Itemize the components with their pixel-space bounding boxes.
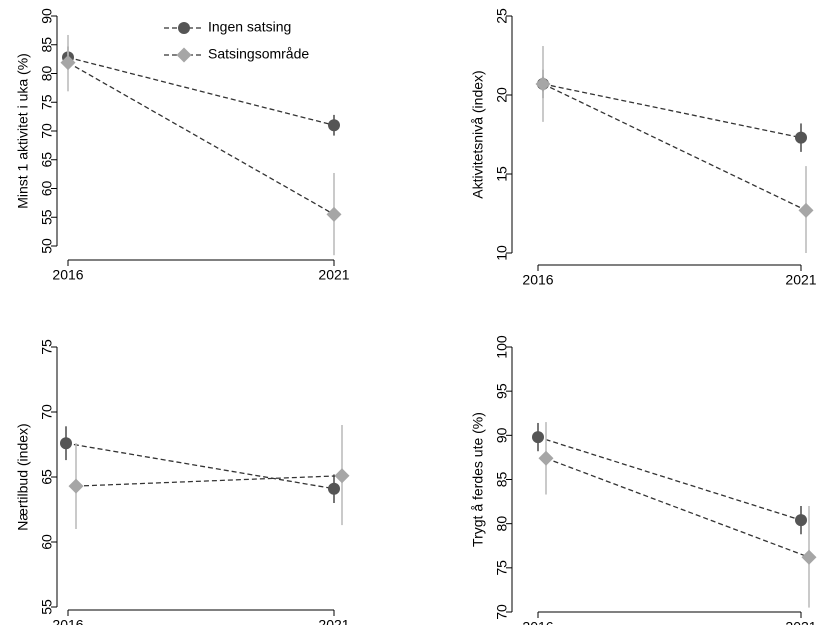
y-tick-label: 15 xyxy=(494,166,510,182)
y-tick-label: 70 xyxy=(39,123,55,139)
y-tick-label: 85 xyxy=(39,37,55,53)
series-satsingsomrade xyxy=(535,46,814,253)
x-tick-label: 2021 xyxy=(785,618,816,625)
x-tick-label: 2021 xyxy=(318,266,349,282)
panel-3: 55 60 65 70 75 Nærtilbud (index) 2016 2021 xyxy=(15,339,350,625)
y-tick-label: 20 xyxy=(494,87,510,103)
y-tick-label: 65 xyxy=(39,152,55,168)
legend-marker-diamond xyxy=(176,47,192,63)
x-tick-label: 2016 xyxy=(52,616,83,625)
legend: Ingen satsing Satsingsområde xyxy=(164,19,309,63)
y-tick-label: 65 xyxy=(39,469,55,485)
data-point xyxy=(334,468,350,484)
y-axis-title: Nærtilbud (index) xyxy=(15,423,31,530)
y-tick-label: 10 xyxy=(494,245,510,261)
legend-entry: Ingen satsing xyxy=(164,19,291,35)
data-point xyxy=(60,55,76,71)
x-tick-label: 2016 xyxy=(522,271,553,287)
y-tick-label: 60 xyxy=(39,181,55,197)
data-point xyxy=(795,514,807,527)
legend-label: Ingen satsing xyxy=(208,19,291,35)
y-tick-label: 75 xyxy=(494,560,510,576)
series-ingen-satsing xyxy=(60,426,340,503)
y-tick-label: 70 xyxy=(39,404,55,420)
data-point xyxy=(532,431,544,444)
panel-4: 70 75 80 85 90 95 100 Trygt å ferdes ute (%) 201… xyxy=(470,335,817,625)
y-tick-label: 55 xyxy=(39,599,55,615)
series-line xyxy=(67,62,335,215)
data-point xyxy=(60,437,72,450)
panel-1: 50 55 60 65 70 75 80 85 90 Minst 1 aktivitet i uk… xyxy=(15,8,350,282)
series-line xyxy=(545,457,810,558)
data-point xyxy=(328,482,340,495)
x-tick-label: 2016 xyxy=(522,618,553,625)
y-tick-label: 90 xyxy=(39,8,55,24)
data-point xyxy=(798,202,814,218)
y-tick-label: 80 xyxy=(494,516,510,532)
y-axis-title: Minst 1 aktivitet i uka (%) xyxy=(15,53,31,209)
y-tick-label: 60 xyxy=(39,534,55,550)
y-tick-label: 90 xyxy=(494,427,510,443)
data-point xyxy=(535,76,551,92)
y-tick-label: 70 xyxy=(494,604,510,620)
legend-label: Satsingsområde xyxy=(208,46,309,62)
y-tick-label: 100 xyxy=(494,335,510,359)
series-satsingsomrade xyxy=(538,422,817,608)
y-tick-label: 25 xyxy=(494,8,510,24)
y-tick-label: 85 xyxy=(494,472,510,488)
series-line xyxy=(537,436,802,521)
series-line xyxy=(542,83,807,211)
y-axis-title: Trygt å ferdes ute (%) xyxy=(470,412,486,547)
series-ingen-satsing xyxy=(532,422,807,535)
x-tick-label: 2016 xyxy=(52,266,83,282)
data-point xyxy=(795,131,807,144)
data-point xyxy=(326,206,342,222)
data-point xyxy=(68,478,84,494)
data-point xyxy=(328,119,340,132)
series-ingen-satsing xyxy=(537,69,807,152)
y-tick-label: 95 xyxy=(494,383,510,399)
series-line xyxy=(542,83,802,139)
series-line xyxy=(75,475,343,487)
series-satsingsomrade xyxy=(68,425,350,529)
x-tick-label: 2021 xyxy=(785,271,816,287)
data-point xyxy=(538,450,554,466)
y-tick-label: 50 xyxy=(39,238,55,254)
y-axis-title: Aktivitetsnivå (index) xyxy=(470,70,486,198)
panel-2: 10 15 20 25 Aktivitetsnivå (index) 2016 2021 xyxy=(470,8,817,287)
data-point xyxy=(801,549,817,565)
y-tick-label: 80 xyxy=(39,66,55,82)
legend-entry: Satsingsområde xyxy=(164,46,309,63)
y-tick-label: 55 xyxy=(39,209,55,225)
y-tick-label: 75 xyxy=(39,94,55,110)
series-line xyxy=(65,442,335,490)
y-tick-label: 75 xyxy=(39,339,55,355)
series-line xyxy=(67,56,335,126)
series-satsingsomrade xyxy=(60,34,342,256)
x-tick-label: 2021 xyxy=(318,616,349,625)
legend-marker-circle xyxy=(178,22,190,34)
